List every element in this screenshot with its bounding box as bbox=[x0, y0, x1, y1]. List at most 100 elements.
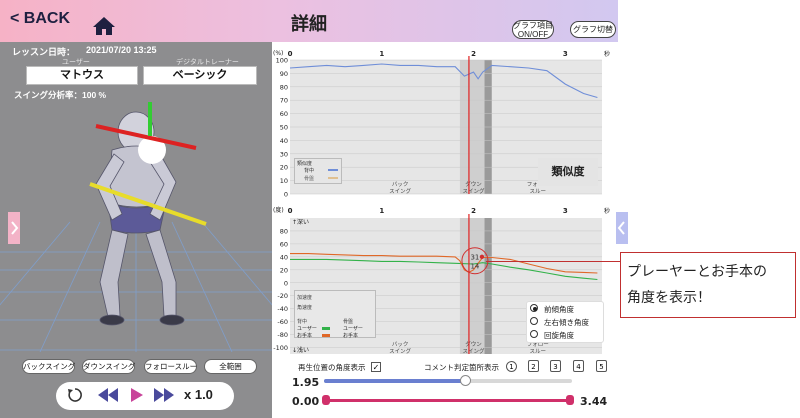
legend-user-label: ユーザー bbox=[297, 326, 317, 332]
y-tick-label: 0 bbox=[284, 279, 288, 287]
phase-label: スイング bbox=[389, 347, 412, 355]
similarity-legend-swatch bbox=[328, 169, 338, 171]
fast-forward-icon[interactable] bbox=[154, 388, 174, 402]
similarity-legend-item: 背中 bbox=[304, 168, 315, 174]
series-line bbox=[290, 253, 598, 274]
x-tick-label: 2 bbox=[471, 207, 476, 215]
y-tick-label: -80 bbox=[277, 331, 288, 339]
y-tick-label: 70 bbox=[280, 97, 288, 105]
y-tick-label: 100 bbox=[276, 57, 288, 65]
y-tick-label: -100 bbox=[273, 344, 288, 352]
legend-pelvis-label: 骨盤 bbox=[343, 319, 354, 325]
play-icon[interactable] bbox=[130, 388, 144, 402]
y-tick-label: 0 bbox=[284, 191, 288, 199]
legend-model-label: お手本 bbox=[297, 333, 313, 339]
phase-label: フォロー bbox=[527, 181, 549, 188]
radio-label-forward-tilt: 前傾角度 bbox=[544, 305, 574, 314]
radio-rotation[interactable] bbox=[530, 330, 538, 338]
angle-marker-dot bbox=[479, 254, 485, 260]
rewind-icon[interactable] bbox=[98, 388, 118, 402]
range-start-handle[interactable] bbox=[322, 395, 330, 405]
user-name-field[interactable]: マトウス bbox=[26, 66, 138, 85]
graph-switch-button[interactable]: グラフ切替 bbox=[570, 21, 616, 38]
impact-band bbox=[484, 218, 492, 354]
legend-model-swatch bbox=[322, 334, 330, 337]
phase-label: バック bbox=[392, 341, 409, 348]
legend-model-label-pelvis: お手本 bbox=[343, 333, 359, 339]
similarity-legend-title: 類似度 bbox=[297, 161, 313, 167]
x-tick-label: 0 bbox=[288, 50, 293, 58]
legend-angvel-label: 角速度 bbox=[297, 305, 313, 311]
y-tick-label: 30 bbox=[280, 150, 288, 158]
playback-controls bbox=[56, 382, 234, 410]
chevron-right-icon bbox=[11, 221, 19, 235]
playback-position-value: 1.95 bbox=[292, 376, 320, 389]
comment-marker-4[interactable]: 4 bbox=[573, 360, 584, 372]
annotation-callout: プレーヤーとお手本の 角度を表示！ bbox=[620, 252, 796, 318]
playback-slider-thumb[interactable] bbox=[459, 375, 471, 386]
phase-button-backswing[interactable]: バックスイング bbox=[22, 359, 75, 374]
phase-button-followthrough[interactable]: フォロースルー bbox=[144, 359, 197, 374]
replay-icon[interactable] bbox=[66, 386, 84, 404]
legend-user-label-pelvis: ユーザー bbox=[343, 326, 363, 332]
golfer-3d-model bbox=[0, 102, 272, 352]
trainer-select[interactable]: ベーシック bbox=[143, 66, 257, 85]
angle-value-marker bbox=[461, 247, 489, 275]
playback-speed[interactable]: x 1.0 bbox=[184, 387, 213, 402]
x-tick-label: 3 bbox=[563, 207, 568, 215]
annotation-pointer-line bbox=[486, 261, 620, 262]
y-tick-label: -40 bbox=[277, 305, 288, 313]
phase-label: ダウン bbox=[465, 340, 482, 348]
comment-marker-3[interactable]: 3 bbox=[550, 360, 561, 372]
phase-button-downswing[interactable]: ダウンスイング bbox=[82, 359, 135, 374]
phase-label: スルー bbox=[530, 188, 547, 195]
trainer-caption: デジタルトレーナー bbox=[176, 58, 239, 66]
downswing-region bbox=[459, 218, 488, 354]
phase-button-full-range[interactable]: 全範囲 bbox=[204, 359, 257, 374]
swing-analysis-rate: スイング分析率：100 % bbox=[14, 90, 107, 100]
annotation-line-1: プレーヤーとお手本の bbox=[627, 264, 767, 280]
range-start-value: 0.00 bbox=[292, 395, 320, 408]
similarity-legend bbox=[294, 158, 342, 184]
y-tick-label: 50 bbox=[280, 124, 288, 132]
y-tick-label: 10 bbox=[280, 177, 288, 185]
comment-marker-2[interactable]: 2 bbox=[528, 360, 539, 372]
y-tick-label: 40 bbox=[280, 253, 288, 261]
page-title: 詳細 bbox=[291, 14, 327, 34]
user-caption: ユーザー bbox=[62, 58, 90, 66]
phase-label: スイング bbox=[389, 187, 412, 195]
y-tick-label: -60 bbox=[277, 318, 288, 326]
left-panel-toggle[interactable] bbox=[8, 212, 20, 244]
model-angle-value: 14 bbox=[470, 263, 479, 271]
range-end-value: 3.44 bbox=[580, 395, 608, 408]
x-unit-label: 秒 bbox=[604, 207, 610, 215]
radio-side-tilt[interactable] bbox=[530, 317, 538, 325]
comment-marker-5[interactable]: 5 bbox=[596, 360, 607, 372]
radio-label-rotation: 回旋角度 bbox=[544, 331, 574, 340]
comment-marker-1[interactable]: 1 bbox=[506, 361, 517, 372]
back-button[interactable]: < BACK bbox=[10, 10, 71, 27]
y-axis-unit: (度) bbox=[273, 206, 284, 214]
angle-legend bbox=[294, 290, 376, 338]
y-tick-label: 40 bbox=[280, 137, 288, 145]
angle-display-label: 再生位置の角度表示 bbox=[298, 363, 366, 372]
radio-forward-tilt[interactable] bbox=[530, 304, 538, 312]
y-tick-label: -20 bbox=[277, 292, 288, 300]
similarity-legend-swatch bbox=[328, 177, 338, 179]
annotation-line-2: 角度を表示！ bbox=[627, 290, 711, 306]
user-angle-value: 31 bbox=[470, 254, 479, 262]
graph-toggle-button[interactable]: グラフ項目 ON/OFF bbox=[512, 20, 554, 39]
range-slider-track[interactable] bbox=[324, 399, 572, 402]
series-line bbox=[290, 258, 598, 281]
home-icon[interactable] bbox=[92, 16, 116, 36]
legend-accel-label: 加速度 bbox=[297, 295, 313, 301]
y-tick-label: 60 bbox=[280, 110, 288, 118]
angle-display-checkbox[interactable]: ✓ bbox=[371, 362, 381, 372]
radio-label-side-tilt: 左右傾き角度 bbox=[544, 318, 589, 327]
y-axis-unit: (%) bbox=[273, 50, 283, 57]
comment-display-label: コメント判定箇所表示 bbox=[424, 363, 499, 372]
phase-label: スイング bbox=[463, 187, 486, 195]
y-tick-label: 80 bbox=[280, 227, 288, 235]
right-panel-toggle[interactable] bbox=[616, 212, 628, 244]
range-end-handle[interactable] bbox=[566, 395, 574, 405]
